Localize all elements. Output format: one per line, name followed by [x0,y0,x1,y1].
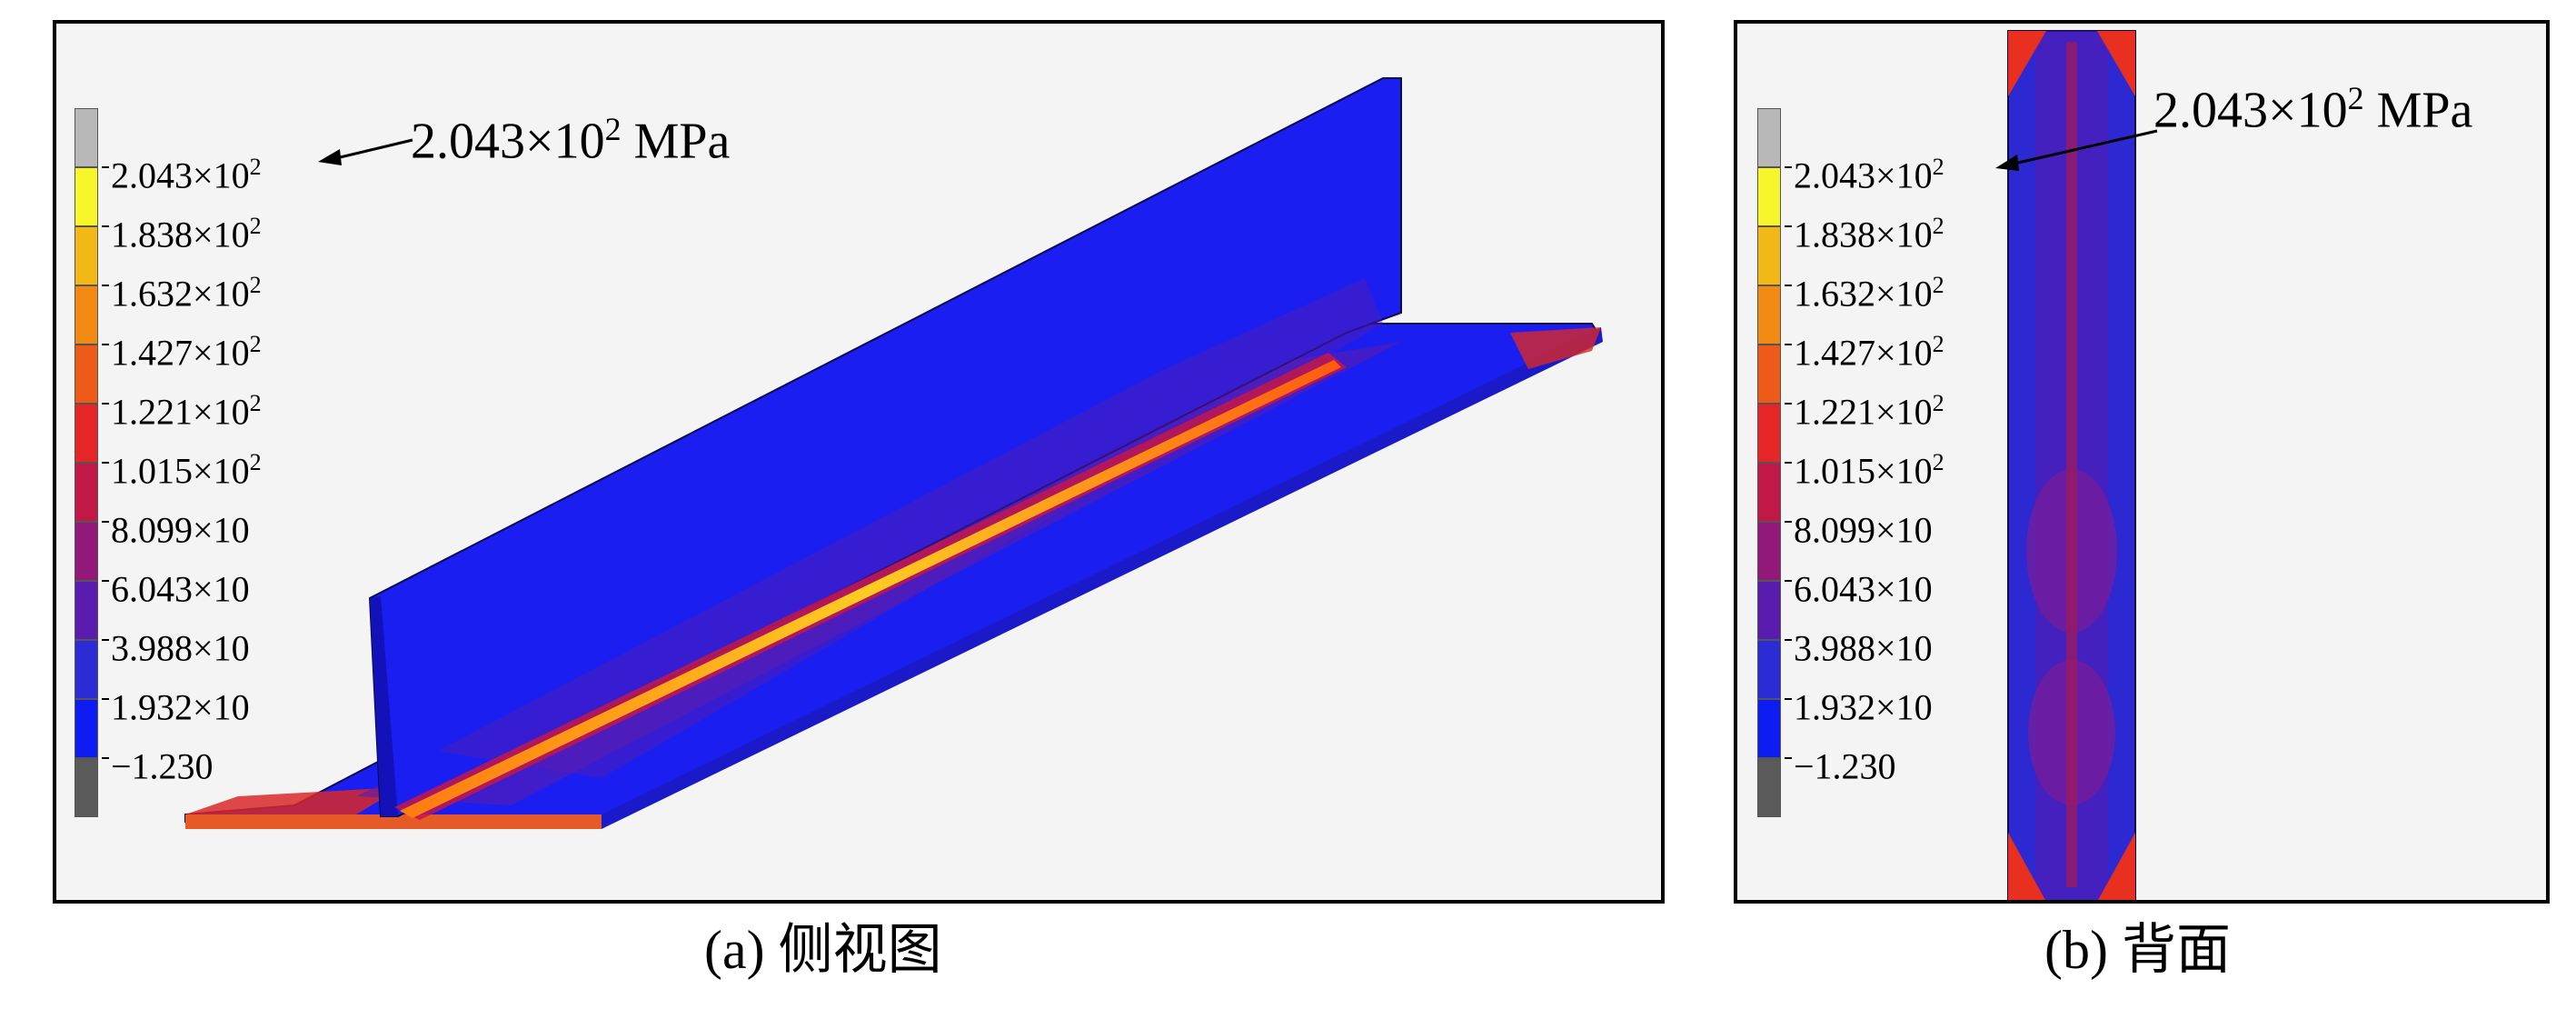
panel-side-view: 2.043×102 1.838×102 1.632×102 1.427×102 … [53,20,1665,904]
colorbar-label: −1.230 [1794,745,1896,787]
colorbar-segment [1757,699,1781,758]
colorbar-label: −1.230 [111,745,214,787]
colorbar-label: 1.838×102 [111,213,262,255]
colorbar-segment [75,758,98,817]
max-stress-callout: 2.043×102 MPa [411,111,731,170]
colorbar-label: 1.221×102 [1794,390,1944,433]
caption-side-view: (a) 侧视图 [704,920,942,980]
colorbar-label: 8.099×10 [111,509,250,551]
colorbar-segment [1757,404,1781,463]
colorbar-segment [1757,285,1781,345]
colorbar-label: 1.015×102 [111,449,262,492]
colorbar-segment [1757,108,1781,167]
base-plate-edge [185,814,602,829]
colorbar-segment [75,404,98,463]
max-stress-callout: 2.043×102 MPa [2153,80,2473,139]
weld-center-line [2066,42,2077,887]
colorbar-segment [1757,581,1781,640]
colorbar-segment [1757,345,1781,404]
colorbar-segment [1757,463,1781,522]
colorbar-segment [75,581,98,640]
stress-corner-top-left [2008,31,2046,96]
colorbar-label: 1.221×102 [111,390,262,433]
colorbar-segment [75,167,98,226]
colorbar-segment [75,345,98,404]
colorbar-segment [1757,522,1781,581]
colorbar-segment [75,522,98,581]
stress-corner-left [185,787,402,814]
colorbar-label: 1.632×102 [1794,272,1944,315]
colorbar-segment [1757,167,1781,226]
colorbar-segment [75,699,98,758]
colorbar-label: 1.427×102 [1794,331,1944,374]
base-plate-side-edge [602,327,1603,829]
colorbar-segment [75,285,98,345]
colorbar-label: 1.932×10 [1794,686,1933,728]
colorbar-label: 2.043×102 [111,154,262,196]
colorbar-segment [1757,640,1781,699]
colorbar-label: 8.099×10 [1794,509,1933,551]
colorbar-segment [75,463,98,522]
fem-model-back-view [2007,30,2136,900]
weld-line [400,360,1341,818]
colorbar-label: 1.632×102 [111,272,262,315]
colorbar-label: 6.043×10 [1794,568,1933,610]
panel-back-view: 2.043×102 1.838×102 1.632×102 1.427×102 … [1734,20,2550,904]
colorbar-label: 3.988×10 [1794,627,1933,669]
stress-corner-top-right [2097,31,2135,96]
colorbar-label: 1.932×10 [111,686,250,728]
fem-model-side-view [184,77,1603,829]
colorbar-label: 1.838×102 [1794,213,1944,255]
web-plate-edge [370,596,398,816]
colorbar-segment [1757,226,1781,285]
stress-zone-web [438,278,1383,778]
colorbar-segment [75,640,98,699]
colorbar-segment [75,226,98,285]
colorbar-label: 3.988×10 [111,627,250,669]
colorbar-label: 6.043×10 [111,568,250,610]
caption-back-view: (b) 背面 [2044,920,2231,980]
stress-corner-right [1510,327,1601,369]
colorbar-label: 2.043×102 [1794,154,1944,196]
colorbar-segment [1757,758,1781,817]
colorbar-label: 1.015×102 [1794,449,1944,492]
colorbar-label: 1.427×102 [111,331,262,374]
colorbar-segment [75,108,98,167]
